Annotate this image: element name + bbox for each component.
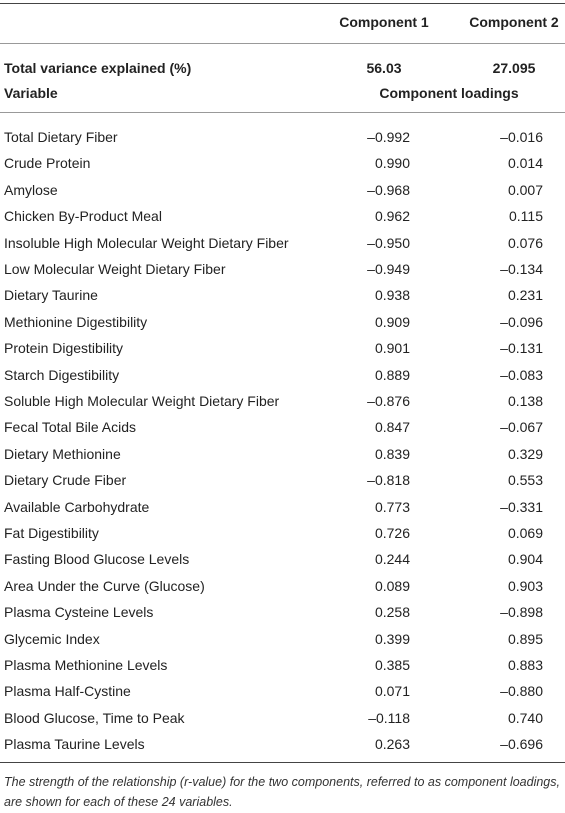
column-header: Component 2 — [469, 14, 559, 30]
loading-value: –0.949 — [367, 261, 410, 277]
loading-value: 0.990 — [374, 155, 410, 172]
loading-value: –0.898 — [500, 604, 543, 621]
variance-label: Total variance explained (%) — [4, 60, 192, 76]
loading-value: 0.138 — [507, 393, 543, 409]
loading-value: 0.726 — [374, 525, 410, 541]
loading-value: 0.399 — [374, 630, 410, 647]
loading-value: 0.231 — [507, 287, 543, 304]
variable-name: Plasma Half-Cystine — [4, 683, 131, 700]
variable-name: Fat Digestibility — [4, 525, 99, 541]
loading-value: –0.818 — [367, 472, 410, 489]
variable-header: Variable — [4, 85, 58, 101]
loading-value: –0.876 — [367, 393, 410, 409]
loading-value: –0.992 — [367, 129, 410, 145]
loading-value: 0.839 — [374, 445, 410, 462]
loading-value: 0.385 — [374, 657, 410, 673]
loading-value: 0.076 — [507, 234, 543, 251]
loading-value: –0.118 — [368, 709, 410, 726]
loading-value: 0.962 — [374, 208, 410, 225]
variable-name: Plasma Cysteine Levels — [4, 604, 154, 621]
variable-name: Methionine Digestibility — [4, 313, 148, 330]
loading-value: –0.067 — [500, 419, 543, 436]
loading-value: 0.740 — [507, 709, 543, 726]
variable-name: Starch Digestibility — [4, 366, 120, 383]
loading-value: –0.131 — [500, 340, 543, 357]
variable-name: Fecal Total Bile Acids — [4, 419, 137, 436]
loading-value: –0.880 — [500, 683, 543, 700]
variable-name: Total Dietary Fiber — [4, 129, 118, 145]
variable-name: Chicken By-Product Meal — [4, 208, 162, 225]
loading-value: –0.331 — [500, 498, 543, 515]
loading-value: 0.895 — [507, 630, 543, 647]
loading-value: –0.696 — [500, 736, 543, 753]
variable-name: Protein Digestibility — [4, 340, 124, 357]
variable-name: Plasma Methionine Levels — [4, 657, 168, 673]
loading-value: –0.083 — [500, 366, 543, 383]
variable-name: Low Molecular Weight Dietary Fiber — [4, 261, 226, 277]
group-header: Component loadings — [379, 85, 519, 101]
loading-value: 0.071 — [374, 683, 410, 700]
loading-value: 0.938 — [374, 287, 410, 304]
variable-name: Soluble High Molecular Weight Dietary Fi… — [4, 393, 280, 409]
variable-name: Dietary Methionine — [4, 445, 121, 462]
variable-name: Insoluble High Molecular Weight Dietary … — [4, 234, 289, 251]
variable-name: Blood Glucose, Time to Peak — [4, 709, 185, 726]
variable-name: Dietary Crude Fiber — [4, 472, 127, 489]
loading-value: –0.016 — [500, 129, 543, 145]
loading-value: 0.258 — [374, 604, 410, 621]
bottom-rule — [0, 762, 565, 763]
column-header: Component 1 — [339, 14, 429, 30]
loading-value: –0.096 — [500, 313, 543, 330]
variable-name: Fasting Blood Glucose Levels — [4, 551, 190, 568]
variable-name: Available Carbohydrate — [4, 498, 150, 515]
header-rule — [0, 43, 565, 44]
loading-value: 0.773 — [374, 498, 410, 515]
variable-name: Area Under the Curve (Glucose) — [4, 577, 205, 594]
loading-value: 0.014 — [507, 155, 543, 172]
loading-value: 0.329 — [507, 445, 543, 462]
variable-name: Crude Protein — [4, 155, 91, 172]
loading-value: 0.115 — [509, 208, 543, 225]
loading-value: 0.904 — [507, 551, 543, 568]
loading-value: 0.244 — [374, 551, 410, 568]
loading-value: 0.847 — [374, 419, 410, 436]
loading-value: –0.968 — [367, 181, 410, 198]
loading-value: 0.901 — [374, 340, 410, 357]
loading-value: 0.889 — [374, 366, 410, 383]
loading-value: –0.950 — [367, 234, 410, 251]
loading-value: 0.909 — [374, 313, 410, 330]
variable-name: Plasma Taurine Levels — [4, 736, 145, 753]
loading-value: 0.553 — [507, 472, 543, 489]
caption: The strength of the relationship (r-valu… — [4, 775, 560, 809]
variable-name: Dietary Taurine — [4, 287, 98, 304]
variable-name: Amylose — [4, 181, 58, 198]
loading-value: 0.883 — [507, 657, 543, 673]
loading-value: 0.069 — [507, 525, 543, 541]
loading-value: 0.263 — [374, 736, 410, 753]
variance-value: 27.095 — [492, 60, 536, 76]
loading-value: –0.134 — [500, 261, 543, 277]
loading-value: 0.007 — [507, 181, 543, 198]
variable-name: Glycemic Index — [4, 630, 100, 647]
subheader-rule — [0, 112, 565, 113]
top-rule — [0, 3, 565, 4]
variance-value: 56.03 — [366, 60, 402, 76]
loading-value: 0.903 — [507, 577, 543, 594]
loading-value: 0.089 — [374, 577, 410, 594]
